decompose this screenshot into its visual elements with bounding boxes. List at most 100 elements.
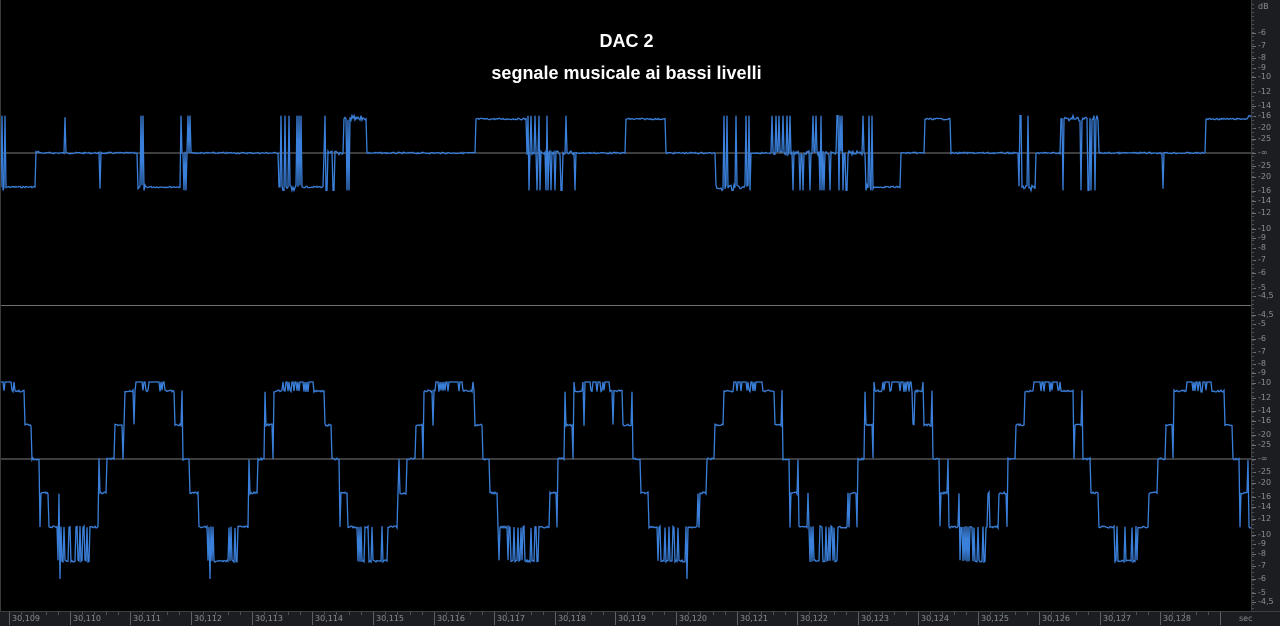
db-minor-tick — [1252, 520, 1254, 521]
time-minor-tick — [1208, 612, 1209, 615]
db-tick-mark — [1252, 92, 1256, 93]
time-ruler[interactable]: sec 30,109 30,110 30,111 30,112 30,113 30,114… — [0, 611, 1280, 626]
db-minor-tick — [1252, 216, 1254, 217]
time-minor-tick — [446, 612, 447, 615]
db-minor-tick — [1252, 32, 1254, 33]
db-tick-mark — [1252, 497, 1256, 498]
db-tick-label: -9 — [1258, 539, 1266, 548]
db-minor-tick — [1252, 472, 1254, 473]
db-tick-label: -12 — [1258, 87, 1272, 96]
db-tick-label: -8 — [1258, 243, 1266, 252]
db-minor-tick — [1252, 580, 1254, 581]
time-minor-tick — [21, 612, 23, 615]
db-minor-tick — [1252, 384, 1254, 385]
db-tick-mark — [1252, 472, 1256, 473]
waveform-canvas — [1, 113, 1252, 580]
db-tick-label: -10 — [1258, 378, 1272, 387]
db-scale-axis: dB -6 -7 -8 -9 -10 -12 -14 -16 -20 -25 -∞ -25 -20 -16-… — [1251, 0, 1280, 611]
db-minor-tick — [1252, 380, 1254, 381]
time-minor-tick — [724, 612, 726, 615]
db-minor-tick — [1252, 56, 1254, 57]
channel-divider[interactable] — [1, 305, 1252, 306]
db-tick-mark — [1252, 139, 1256, 140]
time-minor-tick — [385, 612, 387, 615]
db-tick-mark — [1252, 535, 1256, 536]
db-minor-tick — [1252, 424, 1254, 425]
time-minor-tick — [1196, 612, 1197, 615]
db-tick-label: -6 — [1258, 334, 1266, 343]
time-minor-tick — [82, 612, 83, 615]
db-tick-mark — [1252, 106, 1256, 107]
db-minor-tick — [1252, 220, 1254, 221]
db-minor-tick — [1252, 324, 1254, 325]
db-minor-tick — [1252, 372, 1254, 373]
db-tick-label: -20 — [1258, 430, 1272, 439]
db-minor-tick — [1252, 192, 1254, 193]
time-minor-tick — [603, 612, 604, 615]
db-tick-mark — [1252, 201, 1256, 202]
db-minor-tick — [1252, 328, 1254, 329]
db-unit-label: dB — [1258, 2, 1269, 11]
time-minor-tick — [57, 612, 59, 615]
db-minor-tick — [1252, 200, 1254, 201]
db-minor-tick — [1252, 104, 1254, 105]
time-tick-mark — [676, 612, 677, 625]
time-tick-mark — [615, 612, 616, 625]
db-minor-tick — [1252, 388, 1254, 389]
db-minor-tick — [1252, 476, 1254, 477]
db-minor-tick — [1252, 368, 1254, 369]
time-minor-tick — [397, 612, 399, 615]
db-minor-tick — [1252, 264, 1254, 265]
db-tick-mark — [1252, 177, 1256, 178]
db-minor-tick — [1252, 276, 1254, 277]
time-tick-mark — [797, 612, 798, 625]
db-minor-tick — [1252, 604, 1254, 605]
db-minor-tick — [1252, 352, 1254, 353]
db-minor-tick — [1252, 480, 1254, 481]
db-minor-tick — [1252, 600, 1254, 601]
db-minor-tick — [1252, 272, 1254, 273]
db-tick-label: -10 — [1258, 72, 1272, 81]
db-tick-label: -7 — [1258, 561, 1266, 570]
waveform-plot-area[interactable]: DAC 2 segnale musicale ai bassi livelli — [0, 0, 1252, 611]
db-tick-mark — [1252, 339, 1256, 340]
db-tick-label: -14 — [1258, 101, 1272, 110]
db-tick-mark — [1252, 544, 1256, 545]
db-minor-tick — [1252, 244, 1254, 245]
waveform-channel-2 — [1, 381, 1251, 580]
db-minor-tick — [1252, 260, 1254, 261]
time-tick-mark — [434, 612, 435, 625]
time-tick-label: 30,110 — [73, 614, 101, 623]
db-minor-tick — [1252, 588, 1254, 589]
time-minor-tick — [166, 612, 168, 615]
db-tick-mark — [1252, 229, 1256, 230]
db-minor-tick — [1252, 404, 1254, 405]
time-minor-tick — [336, 612, 338, 615]
time-minor-tick — [990, 612, 992, 615]
db-tick-mark — [1252, 352, 1256, 353]
db-tick-mark — [1252, 238, 1256, 239]
db-minor-tick — [1252, 44, 1254, 45]
db-tick-mark — [1252, 579, 1256, 580]
time-tick-mark — [130, 612, 131, 625]
db-tick-label: -12 — [1258, 514, 1272, 523]
time-tick-mark — [373, 612, 374, 625]
db-minor-tick — [1252, 544, 1254, 545]
time-tick-label: 30,111 — [133, 614, 161, 623]
time-minor-tick — [1075, 612, 1077, 615]
db-minor-tick — [1252, 296, 1254, 297]
time-tick-mark — [858, 612, 859, 625]
time-minor-tick — [1148, 612, 1149, 615]
db-minor-tick — [1252, 532, 1254, 533]
db-minor-tick — [1252, 116, 1254, 117]
db-tick-label: -4,5 — [1258, 597, 1274, 606]
time-minor-tick — [761, 612, 762, 615]
time-minor-tick — [785, 612, 786, 615]
db-minor-tick — [1252, 524, 1254, 525]
time-minor-tick — [33, 612, 35, 615]
time-minor-tick — [409, 612, 411, 615]
db-minor-tick — [1252, 112, 1254, 113]
time-minor-tick — [579, 612, 580, 615]
db-minor-tick — [1252, 100, 1254, 101]
